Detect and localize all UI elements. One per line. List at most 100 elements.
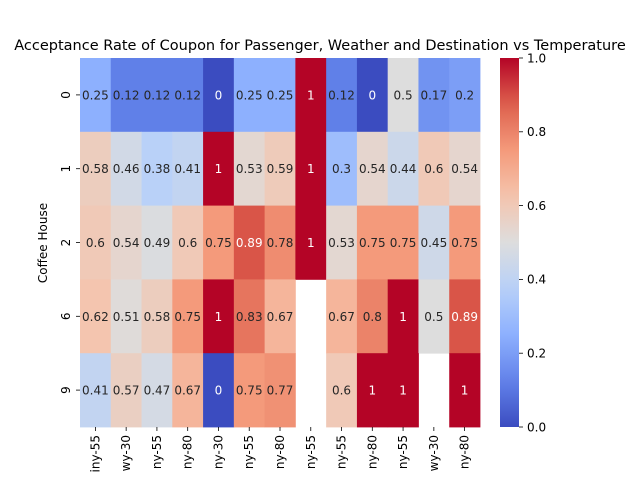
chart-title: Acceptance Rate of Coupon for Passenger,… [14,38,626,54]
x-tick-label: wy-30 [427,435,441,471]
cell-value-label: 0.67 [328,310,355,324]
heatmap-cell [172,131,204,206]
heatmap-cell [356,205,389,280]
colorbar-tick-label: 0.8 [527,125,546,139]
x-tick-label: ny-55 [304,435,318,469]
cell-value-label: 0.17 [420,88,447,102]
cell-value-label: 0.54 [113,236,140,250]
cell-value-label: 0.89 [236,236,263,250]
x-tick-label: ny-55 [242,435,256,469]
heatmap-cell [172,353,204,428]
x-tick-label: ny-80 [365,435,379,469]
cell-value-label: 0.25 [267,88,294,102]
y-tick-label: 1 [59,165,73,173]
x-tick-label: ny-55 [396,435,410,469]
heatmap-cell [356,58,389,133]
cell-value-label: 0.58 [82,162,109,176]
cell-value-label: 0.12 [328,88,355,102]
cell-value-label: 0.25 [82,88,109,102]
cell-value-label: 0.54 [359,162,386,176]
heatmap-cell [387,131,419,206]
colorbar-gradient [500,58,519,427]
heatmap-cell [233,131,266,206]
x-axis-ticks: iny-55 wy-30 ny-55 ny-80 ny-30 ny-55 ny-80 ny-5… [88,427,472,472]
heatmap-cell [326,279,358,354]
heatmap-cell [449,205,481,280]
heatmap-cell [418,58,450,133]
cell-value-label: 0.75 [451,236,478,250]
cell-value-label: 1 [307,88,315,102]
heatmap-cell [449,131,481,206]
heatmap-cell [449,353,481,428]
x-tick-label: ny-80 [273,435,287,469]
heatmap-cell [110,279,142,354]
cell-value-label: 0.6 [424,162,443,176]
colorbar-tick-label: 0.4 [527,273,546,287]
heatmap-cell [110,58,142,133]
cell-value-label: 1 [307,236,315,250]
cell-value-label: 0.5 [394,88,413,102]
colorbar-tick-label: 1.0 [527,51,546,65]
cell-value-label: 0 [215,384,223,398]
heatmap-cell [356,279,389,354]
heatmap-cell [233,353,266,428]
heatmap-cell [203,353,235,428]
cell-value-label: 0.67 [267,310,294,324]
heatmap-cell [326,58,358,133]
x-tick-label: ny-55 [335,435,349,469]
heatmap-cell [418,131,450,206]
cell-value-label: 0.38 [144,162,171,176]
colorbar-tick-label: 0.6 [527,199,546,213]
y-axis-label: Coffee House [36,203,50,283]
cell-value-label: 0 [215,88,223,102]
colorbar: 0.0 0.2 0.4 0.6 0.8 1.0 [500,51,546,434]
heatmap-cell [326,353,358,428]
heatmap-cell [295,131,327,206]
heatmap-cell [233,58,266,133]
y-tick-label: 2 [59,239,73,247]
cell-value-label: 0.75 [390,236,417,250]
heatmap-cell [80,279,112,354]
heatmap-cell [356,131,389,206]
heatmap-cell [141,131,173,206]
cell-value-label: 0.44 [390,162,417,176]
cell-value-label: 0.12 [144,88,171,102]
cell-value-label: 0.6 [332,384,351,398]
cell-value-label: 0.49 [144,236,171,250]
cell-value-label: 0.75 [359,236,386,250]
cell-value-label: 0.77 [267,384,294,398]
heatmap-cell [418,205,450,280]
cell-value-label: 1 [215,310,223,324]
heatmap-cell [141,205,173,280]
heatmap-cell [110,131,142,206]
colorbar-tick-label: 0.0 [527,420,546,434]
heatmap-cell [172,58,204,133]
cell-value-label: 0.67 [174,384,201,398]
cell-value-label: 0.83 [236,310,263,324]
x-tick-label: iny-55 [88,435,102,472]
heatmap-cell [172,279,204,354]
cell-value-label: 1 [368,384,376,398]
heatmap-cell [80,353,112,428]
cell-value-label: 0.6 [86,236,105,250]
heatmap-cell [141,58,173,133]
heatmap-cell [449,279,481,354]
cell-value-label: 0.51 [113,310,140,324]
cell-value-label: 0.59 [267,162,294,176]
cell-value-label: 0.5 [424,310,443,324]
heatmap-cell [203,205,235,280]
cell-value-label: 1 [399,310,407,324]
y-axis-ticks: 0 1 2 6 9 [59,91,80,394]
cell-value-label: 0.75 [236,384,263,398]
heatmap-cell [449,58,481,133]
y-tick-label: 6 [59,312,73,320]
cell-value-label: 0.62 [82,310,109,324]
heatmap-cell [264,58,296,133]
heatmap-cell [387,353,419,428]
cell-value-label: 0.53 [328,236,355,250]
cell-value-label: 0.12 [113,88,140,102]
heatmap-cell [110,353,142,428]
cell-value-label: 0.12 [174,88,201,102]
cell-value-label: 0.41 [174,162,201,176]
y-tick-label: 0 [59,91,73,99]
